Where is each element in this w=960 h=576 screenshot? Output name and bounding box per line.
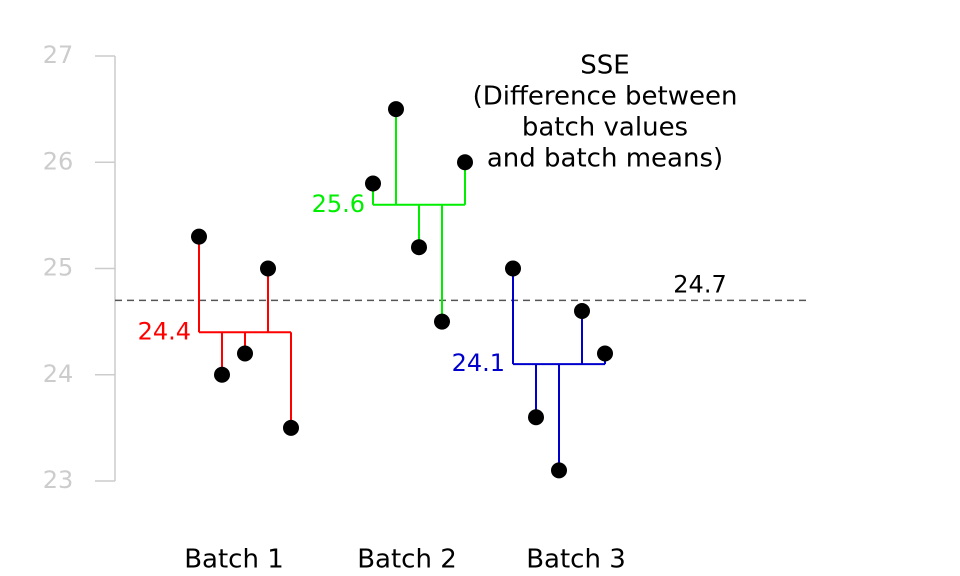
point <box>528 409 544 426</box>
y-tick-label: 23 <box>43 466 74 494</box>
annotation: and batch means) <box>487 144 723 174</box>
y-tick-label: 24 <box>43 360 74 388</box>
y-tick-label: 27 <box>43 41 74 69</box>
batch-label: Batch 2 <box>357 545 457 575</box>
batch-mean-label: 24.1 <box>452 349 505 377</box>
y-tick-label: 25 <box>43 254 74 282</box>
point <box>411 239 427 256</box>
batch-label: Batch 3 <box>526 545 626 575</box>
point <box>365 175 381 192</box>
y-tick-label: 26 <box>43 147 74 175</box>
annotation: batch values <box>522 113 688 143</box>
point <box>191 228 207 245</box>
batch-label: Batch 1 <box>184 545 284 575</box>
point <box>434 313 450 330</box>
point <box>551 462 567 479</box>
point <box>574 303 590 319</box>
point <box>283 419 299 436</box>
point <box>214 366 230 383</box>
point <box>388 101 404 118</box>
point <box>260 260 276 277</box>
grand-mean-label: 24.7 <box>673 270 726 298</box>
point <box>597 345 613 362</box>
point <box>237 345 253 362</box>
point <box>505 260 521 277</box>
batch-mean-label: 25.6 <box>312 190 365 218</box>
annotation: (Difference between <box>473 82 738 112</box>
annotation: SSE <box>580 51 629 81</box>
point <box>457 154 473 171</box>
batch-mean-label: 24.4 <box>138 317 191 345</box>
